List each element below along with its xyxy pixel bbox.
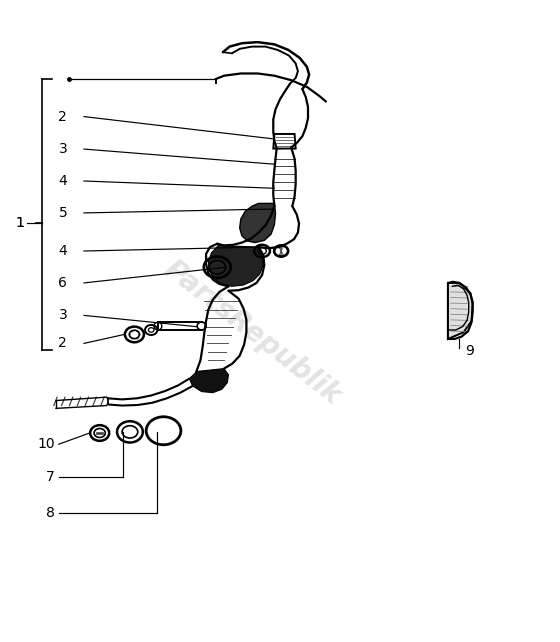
Polygon shape — [189, 369, 228, 393]
Text: 4: 4 — [58, 174, 67, 188]
Text: 1: 1 — [15, 216, 24, 230]
Polygon shape — [208, 245, 263, 286]
Polygon shape — [240, 204, 276, 243]
Text: 2: 2 — [58, 110, 67, 124]
Text: PartsRepublik: PartsRepublik — [158, 254, 346, 410]
Polygon shape — [273, 134, 296, 148]
Text: 2: 2 — [58, 336, 67, 351]
Text: 10: 10 — [38, 437, 55, 451]
Text: 3: 3 — [58, 142, 67, 156]
Text: 8: 8 — [46, 506, 55, 520]
Text: 5: 5 — [58, 206, 67, 220]
Text: 7: 7 — [46, 470, 55, 483]
Text: 3: 3 — [58, 308, 67, 322]
Text: 6: 6 — [58, 276, 67, 290]
Polygon shape — [96, 432, 103, 434]
Text: 9: 9 — [465, 343, 474, 358]
Text: 4: 4 — [58, 244, 67, 258]
Text: 1: 1 — [15, 216, 24, 230]
Polygon shape — [448, 283, 473, 339]
